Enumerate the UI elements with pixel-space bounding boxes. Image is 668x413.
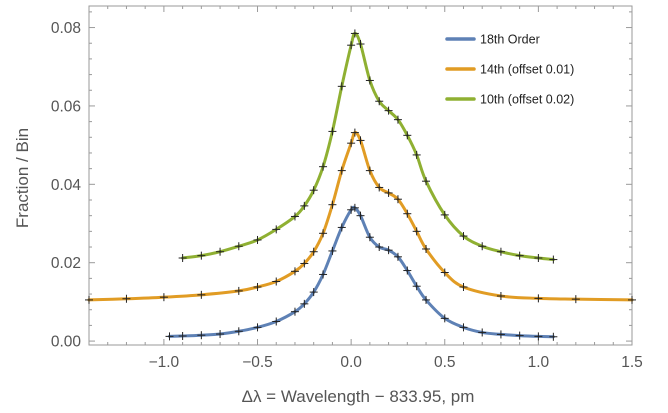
x-axis-label: Δλ = Wavelength − 833.95, pm — [242, 387, 475, 406]
series-line-18th-order — [168, 205, 555, 339]
y-axis-label: Fraction / Bin — [13, 128, 32, 228]
x-tick-label: −1.0 — [149, 354, 180, 371]
y-tick-label: 0.08 — [51, 20, 81, 37]
y-tick-label: 0.02 — [51, 255, 81, 272]
y-tick-label: 0.04 — [51, 177, 82, 194]
axes: −1.0 −0.5 0.0 0.5 1.0 1.5 0.00 0.02 0.04 0.06 0.08 — [51, 5, 643, 371]
data-points-layer — [85, 29, 636, 341]
legend-label-18th-order: 18th Order — [480, 33, 540, 47]
legend-label-10th: 10th (offset 0.02) — [480, 93, 574, 107]
series-layer — [87, 31, 634, 339]
x-tick-label: 1.5 — [621, 354, 643, 371]
x-tick-label: 1.0 — [528, 354, 550, 371]
x-tick-label: 0.5 — [434, 354, 456, 371]
plot-frame — [88, 5, 633, 346]
legend: 18th Order 14th (offset 0.01) 10th (offs… — [445, 33, 574, 107]
y-tick-label: 0.00 — [51, 334, 82, 351]
y-tick-label: 0.06 — [51, 98, 81, 115]
legend-label-14th: 14th (offset 0.01) — [480, 63, 574, 77]
x-tick-label: 0.0 — [340, 354, 362, 371]
x-tick-label: −0.5 — [242, 354, 273, 371]
